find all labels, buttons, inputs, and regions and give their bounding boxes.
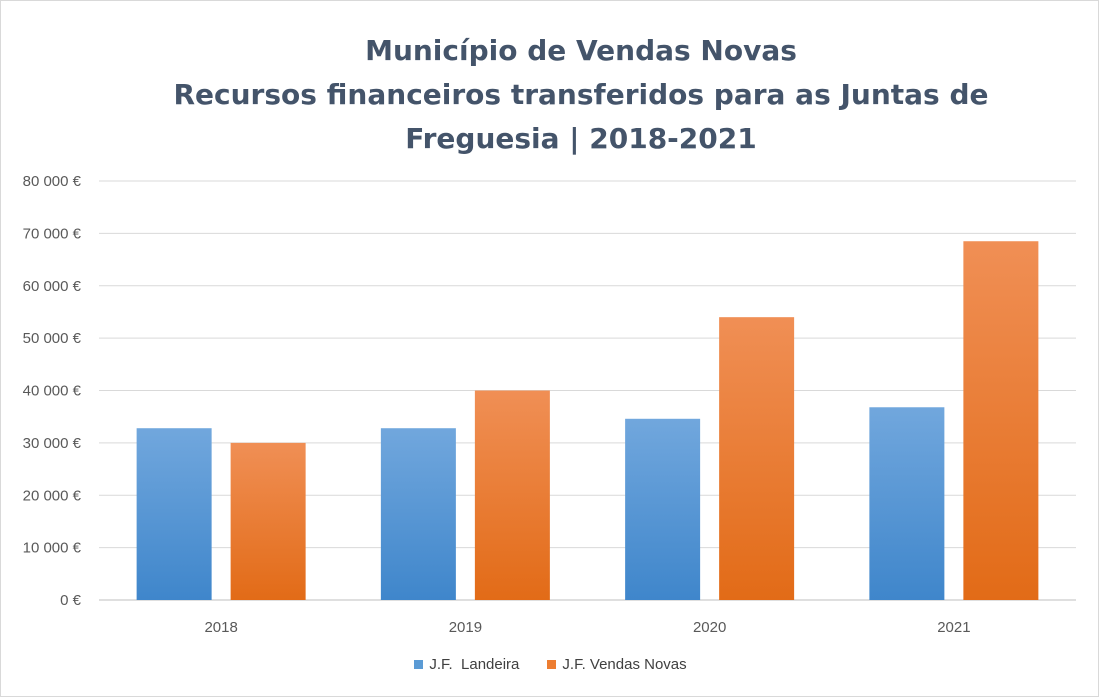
bar-vendas-novas-2020 <box>719 317 795 600</box>
x-tick-label-2018: 2018 <box>204 619 237 636</box>
y-axis-tick-labels: 0 € 10 000 € 20 000 € 30 000 € 40 000 € 50 00… <box>23 173 82 609</box>
x-tick-label-2021: 2021 <box>937 619 970 636</box>
legend-item-vendas-novas: J.F. Vendas Novas <box>547 656 687 673</box>
legend-swatch-vendas-novas <box>547 660 557 669</box>
legend-swatch-landeira <box>414 660 424 669</box>
y-tick-label: 50 000 € <box>23 330 82 347</box>
bar-vendas-novas-2021 <box>963 241 1039 600</box>
y-tick-label: 40 000 € <box>23 383 82 400</box>
chart-title-line-3: Freguesia | 2018-2021 <box>405 122 757 155</box>
bar-landeira-2021 <box>869 407 945 600</box>
y-tick-label: 60 000 € <box>23 278 82 295</box>
bars <box>136 241 1039 600</box>
y-tick-label: 30 000 € <box>23 435 82 452</box>
bar-landeira-2018 <box>136 428 212 600</box>
y-tick-label: 10 000 € <box>23 540 82 557</box>
legend-label-vendas-novas: J.F. Vendas Novas <box>562 656 687 673</box>
chart-title-line-2: Recursos financeiros transferidos para a… <box>173 78 989 111</box>
legend-label-landeira: J.F. Landeira <box>429 656 520 673</box>
legend: J.F. Landeira J.F. Vendas Novas <box>1 656 1099 673</box>
bar-vendas-novas-2019 <box>474 390 550 600</box>
x-tick-label-2020: 2020 <box>693 619 726 636</box>
chart-title-line-1: Município de Vendas Novas <box>365 34 797 67</box>
y-tick-label: 80 000 € <box>23 173 82 190</box>
y-tick-label: 0 € <box>60 592 82 609</box>
legend-item-landeira: J.F. Landeira <box>414 656 519 673</box>
chart-title: Município de Vendas Novas Recursos finan… <box>61 29 1099 161</box>
x-axis-tick-labels: 2018 2019 2020 2021 <box>204 619 970 636</box>
bar-landeira-2020 <box>625 418 701 600</box>
bar-vendas-novas-2018 <box>230 442 306 600</box>
bar-landeira-2019 <box>380 428 456 600</box>
x-tick-label-2019: 2019 <box>449 619 482 636</box>
y-tick-label: 20 000 € <box>23 487 82 504</box>
y-tick-label: 70 000 € <box>23 225 82 242</box>
